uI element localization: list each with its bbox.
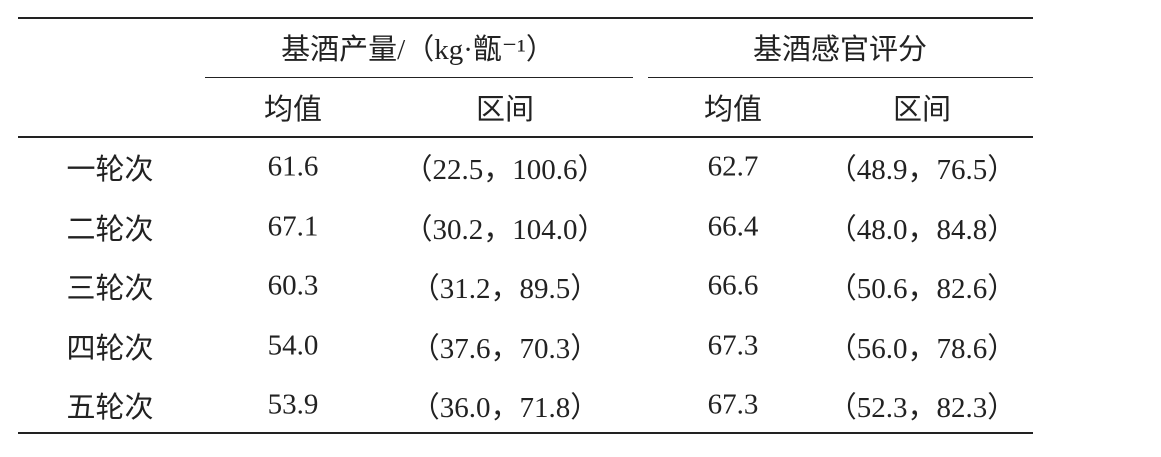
table-cell: 66.4 [707,210,759,242]
sub-header: 区间 [475,94,535,126]
table-cell: （48.0，84.8） [827,213,1017,246]
table-cell: 62.7 [707,150,759,183]
table-cell: （30.2，104.0） [403,213,607,246]
top-rule [18,17,1033,19]
row-label: 一轮次 [66,154,154,186]
sub-header: 均值 [703,94,763,126]
table-cell: （36.0，71.8） [410,392,600,424]
table-cell: 66.6 [707,269,759,302]
sub-header: 区间 [892,94,952,126]
table-cell: （48.9，76.5） [827,154,1017,186]
table-cell: 67.3 [707,329,759,361]
bottom-rule [18,432,1033,434]
table-cell: （56.0，78.6） [827,332,1017,365]
table-cell: 53.9 [267,388,319,421]
row-label: 五轮次 [66,392,154,424]
table-cell: （31.2，89.5） [410,273,600,305]
row-label: 三轮次 [66,273,154,305]
group-header: 基酒感官评分 [752,34,928,66]
table-cell: （22.5，100.6） [403,154,607,186]
table-cell: （37.6，70.3） [410,332,600,365]
group-rule [205,77,633,78]
header-rule [18,136,1033,138]
group-rule [648,77,1033,78]
row-label: 四轮次 [66,332,154,365]
sub-header: 均值 [263,94,323,126]
table-cell: （50.6，82.6） [827,273,1017,305]
table-cell: （52.3，82.3） [827,392,1017,424]
table-cell: 67.1 [267,210,319,242]
group-header: 基酒产量/（kg·甑⁻¹） [281,34,555,66]
row-label: 二轮次 [66,213,154,246]
table-cell: 67.3 [707,388,759,421]
table-cell: 60.3 [267,269,319,302]
table-cell: 54.0 [267,329,319,361]
table-cell: 61.6 [267,150,319,183]
